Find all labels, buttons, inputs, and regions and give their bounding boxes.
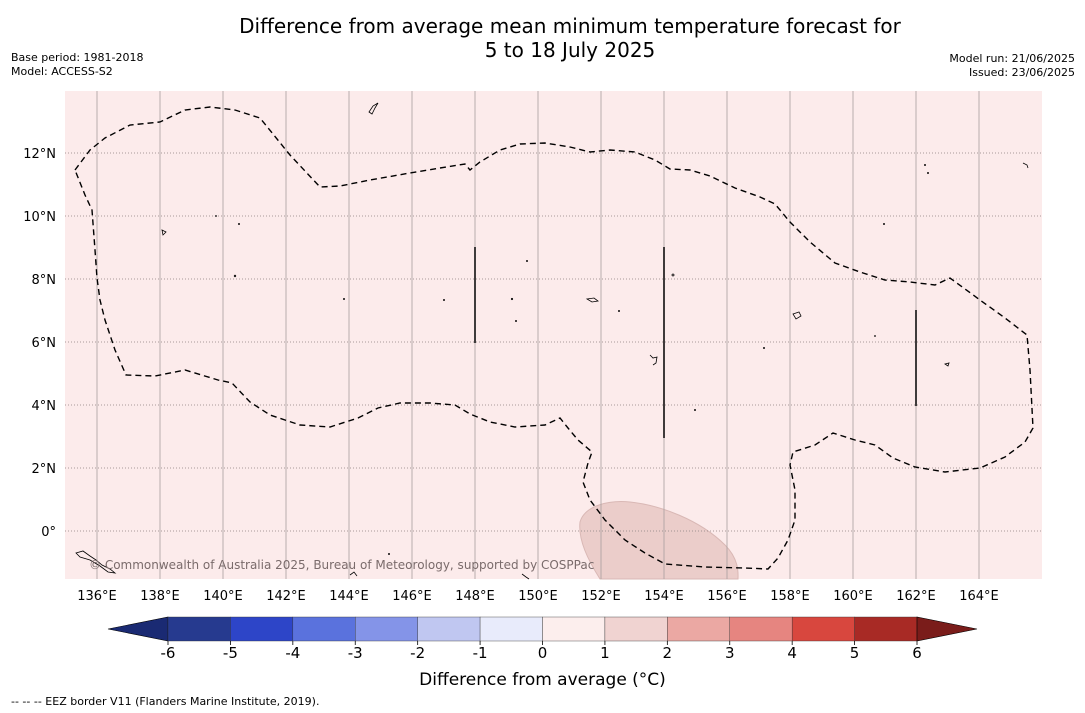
colorbar-tick-label: -6 (161, 644, 176, 662)
colorbar-swatch (292, 616, 356, 642)
eez-border (74, 106, 1034, 570)
lat-label: 6°N (32, 336, 57, 351)
colorbar-swatch (667, 616, 730, 642)
colorbar-swatch (542, 616, 606, 642)
colorbar (107, 616, 978, 642)
anomaly-patch (579, 501, 739, 580)
lon-label: 136°E (77, 589, 117, 604)
colorbar-swatch (479, 616, 543, 642)
title-line-2: 5 to 18 July 2025 (484, 38, 656, 62)
model-name: Model: ACCESS-S2 (11, 65, 113, 78)
model-run: Model run: 21/06/2025 (949, 52, 1075, 65)
colorbar-tick-label: 3 (725, 644, 735, 662)
colorbar-tick-label: -2 (410, 644, 425, 662)
colorbar-under-arrow (107, 616, 169, 642)
colorbar-tick-label: 0 (538, 644, 548, 662)
lat-label: 2°N (32, 462, 57, 477)
colorbar-swatch (791, 616, 855, 642)
lon-label: 146°E (392, 589, 432, 604)
colorbar-tick-label: -5 (223, 644, 238, 662)
colorbar-label: Difference from average (°C) (419, 670, 666, 690)
copyright-notice: © Commonwealth of Australia 2025, Bureau… (89, 558, 595, 572)
lon-label: 152°E (581, 589, 621, 604)
islands (75, 102, 1029, 580)
map-area (65, 91, 1042, 579)
title-line-1: Difference from average mean minimum tem… (239, 14, 901, 38)
lon-label: 158°E (770, 589, 810, 604)
longitude-labels: 136°E 138°E 140°E 142°E 144°E 146°E 148°… (77, 589, 999, 604)
lon-label: 154°E (644, 589, 684, 604)
meta-left: Base period: 1981-2018 Model: ACCESS-S2 (11, 51, 143, 79)
lon-label: 140°E (203, 589, 243, 604)
lat-label: 0° (41, 525, 56, 540)
colorbar-ticks: -6 -5 -4 -3 -2 -1 0 1 2 3 4 5 6 (161, 641, 922, 662)
boundary-segments (474, 247, 917, 438)
lon-label: 144°E (329, 589, 369, 604)
eez-footnote: -- -- -- EEZ border V11 (Flanders Marine… (11, 695, 320, 708)
base-period: Base period: 1981-2018 (11, 51, 144, 64)
colorbar-swatch (230, 616, 294, 642)
lon-label: 160°E (833, 589, 873, 604)
colorbar-swatch (355, 616, 418, 642)
lon-label: 162°E (896, 589, 936, 604)
meta-right: Model run: 21/06/2025 Issued: 23/06/2025 (949, 52, 1075, 80)
lon-label: 138°E (140, 589, 180, 604)
colorbar-tick-label: 4 (787, 644, 797, 662)
parallel-gridlines (65, 152, 1042, 532)
latitude-labels: 12°N 10°N 8°N 6°N 4°N 2°N 0° (23, 147, 56, 540)
colorbar-tick-label: -1 (473, 644, 488, 662)
colorbar-over-arrow (916, 616, 978, 642)
issued-date: Issued: 23/06/2025 (968, 66, 1075, 79)
colorbar-swatch (729, 616, 793, 642)
colorbar-swatch (604, 616, 668, 642)
colorbar-tick-label: 1 (600, 644, 610, 662)
lon-label: 164°E (959, 589, 999, 604)
map-title: Difference from average mean minimum tem… (170, 14, 970, 62)
colorbar-tick-label: -3 (348, 644, 363, 662)
lon-label: 142°E (266, 589, 306, 604)
lat-label: 10°N (23, 210, 56, 225)
lon-label: 150°E (518, 589, 558, 604)
lat-label: 4°N (32, 399, 57, 414)
lon-label: 156°E (707, 589, 747, 604)
lat-label: 8°N (32, 273, 57, 288)
colorbar-swatch (417, 616, 481, 642)
lat-label: 12°N (23, 147, 56, 162)
colorbar-tick-label: 6 (912, 644, 922, 662)
lon-label: 148°E (455, 589, 495, 604)
colorbar-swatch (167, 616, 231, 642)
colorbar-swatch (854, 616, 918, 642)
colorbar-tick-label: 2 (663, 644, 673, 662)
colorbar-tick-label: -4 (285, 644, 300, 662)
colorbar-tick-label: 5 (850, 644, 860, 662)
